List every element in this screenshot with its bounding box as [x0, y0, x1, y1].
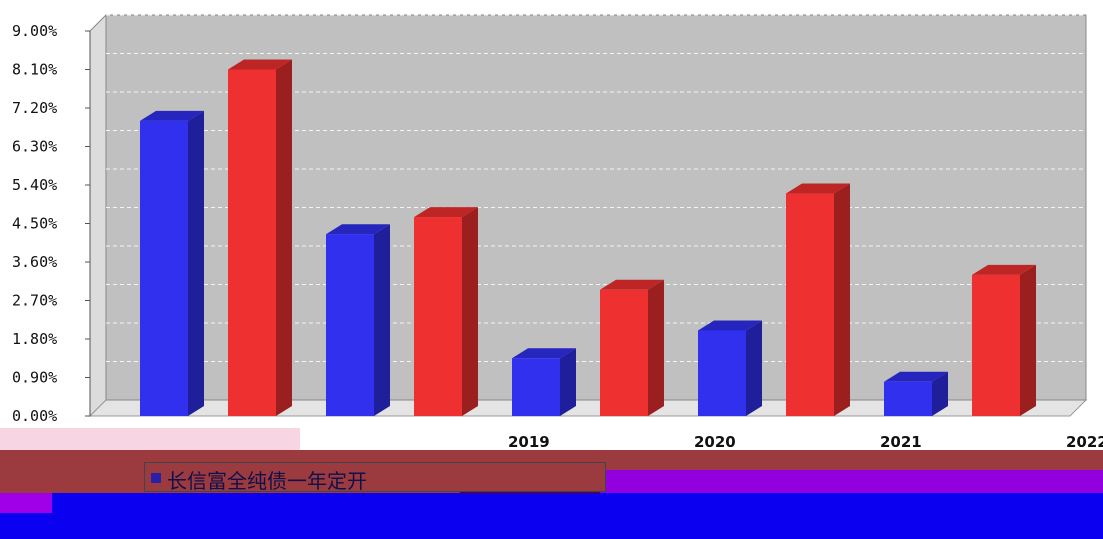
y-tick-label: 4.50%	[12, 215, 57, 233]
bar	[512, 358, 560, 416]
bar-side	[374, 224, 390, 416]
bar	[228, 69, 276, 416]
y-tick-label: 2.70%	[12, 292, 57, 310]
x-tick-label: 2019	[508, 433, 550, 451]
bar-side	[746, 320, 762, 416]
y-tick-label: 1.80%	[12, 330, 57, 348]
y-tick-label: 9.00%	[12, 22, 57, 40]
bar-side	[834, 183, 850, 416]
y-tick-label: 5.40%	[12, 176, 57, 194]
plot-side-wall	[89, 13, 107, 418]
bar-top	[512, 348, 576, 359]
bar	[140, 120, 188, 416]
bar	[600, 289, 648, 416]
bar-side	[932, 371, 948, 416]
x-tick-label: 2020	[694, 433, 736, 451]
y-tick-label: 3.60%	[12, 253, 57, 271]
bar-side	[560, 348, 576, 416]
bar-top	[414, 207, 478, 218]
bar-top	[972, 264, 1036, 275]
x-tick-label: 2022	[1066, 433, 1103, 451]
bar-side	[462, 207, 478, 416]
bar	[326, 234, 374, 416]
bar	[972, 274, 1020, 416]
y-tick-label: 8.10%	[12, 61, 57, 79]
y-tick-label: 6.30%	[12, 138, 57, 156]
render-artifact	[0, 493, 52, 513]
bar-top	[786, 183, 850, 194]
bar-side	[188, 110, 204, 416]
bar-top	[884, 371, 948, 382]
x-tick-label: 2021	[880, 433, 922, 451]
bar-top	[140, 110, 204, 121]
legend-label: 长信富全纯债一年定开	[167, 469, 367, 492]
bar	[786, 193, 834, 416]
bar-top	[326, 224, 390, 235]
bar-side	[276, 59, 292, 416]
y-tick-label: 0.90%	[12, 369, 57, 387]
render-artifact	[0, 493, 1103, 539]
bar-top	[228, 59, 292, 70]
y-tick-label: 0.00%	[12, 407, 57, 425]
bar	[884, 381, 932, 416]
render-artifact	[600, 470, 1103, 495]
y-tick-label: 7.20%	[12, 99, 57, 117]
legend-swatch	[151, 473, 161, 483]
legend: 长信富全纯债一年定开	[144, 462, 606, 492]
render-artifact	[0, 428, 300, 452]
bar-top	[698, 320, 762, 331]
bar-side	[648, 279, 664, 416]
bar-side	[1020, 264, 1036, 416]
bar	[698, 330, 746, 416]
bar-chart: 0.00% 0.90% 1.80% 2.70% 3.60% 4.50% 5.40% 6.30%…	[12, 13, 1088, 425]
bar	[414, 217, 462, 416]
bar-top	[600, 279, 664, 290]
